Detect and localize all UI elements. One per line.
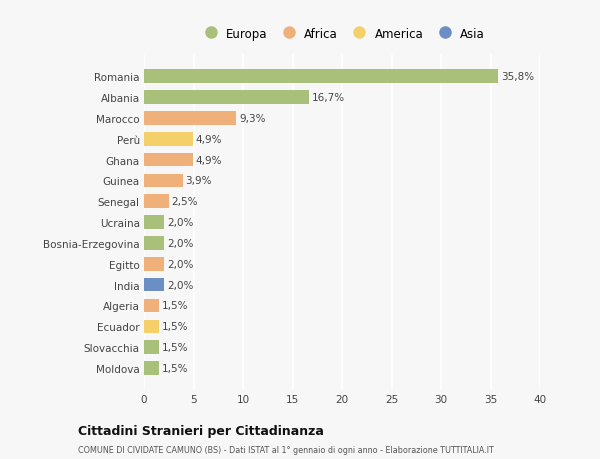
Bar xyxy=(144,133,193,146)
Text: Cittadini Stranieri per Cittadinanza: Cittadini Stranieri per Cittadinanza xyxy=(78,425,324,437)
Text: 1,5%: 1,5% xyxy=(162,363,188,373)
Bar xyxy=(144,341,159,354)
Bar xyxy=(144,174,182,188)
Text: 2,0%: 2,0% xyxy=(167,238,193,248)
Bar xyxy=(144,195,169,208)
Bar xyxy=(144,91,310,105)
Text: 2,0%: 2,0% xyxy=(167,218,193,228)
Bar xyxy=(144,278,164,292)
Text: COMUNE DI CIVIDATE CAMUNO (BS) - Dati ISTAT al 1° gennaio di ogni anno - Elabora: COMUNE DI CIVIDATE CAMUNO (BS) - Dati IS… xyxy=(78,445,494,454)
Text: 3,9%: 3,9% xyxy=(185,176,212,186)
Bar xyxy=(144,299,159,313)
Bar xyxy=(144,257,164,271)
Bar xyxy=(144,237,164,250)
Bar xyxy=(144,153,193,167)
Text: 1,5%: 1,5% xyxy=(162,322,188,331)
Text: 2,0%: 2,0% xyxy=(167,280,193,290)
Legend: Europa, Africa, America, Asia: Europa, Africa, America, Asia xyxy=(199,28,485,40)
Text: 2,0%: 2,0% xyxy=(167,259,193,269)
Text: 35,8%: 35,8% xyxy=(502,72,535,82)
Text: 9,3%: 9,3% xyxy=(239,114,266,123)
Text: 4,9%: 4,9% xyxy=(196,134,222,145)
Text: 16,7%: 16,7% xyxy=(313,93,346,103)
Bar xyxy=(144,112,236,125)
Text: 2,5%: 2,5% xyxy=(172,197,198,207)
Bar xyxy=(144,70,499,84)
Text: 1,5%: 1,5% xyxy=(162,342,188,353)
Text: 1,5%: 1,5% xyxy=(162,301,188,311)
Bar xyxy=(144,361,159,375)
Bar xyxy=(144,216,164,230)
Text: 4,9%: 4,9% xyxy=(196,155,222,165)
Bar xyxy=(144,320,159,333)
